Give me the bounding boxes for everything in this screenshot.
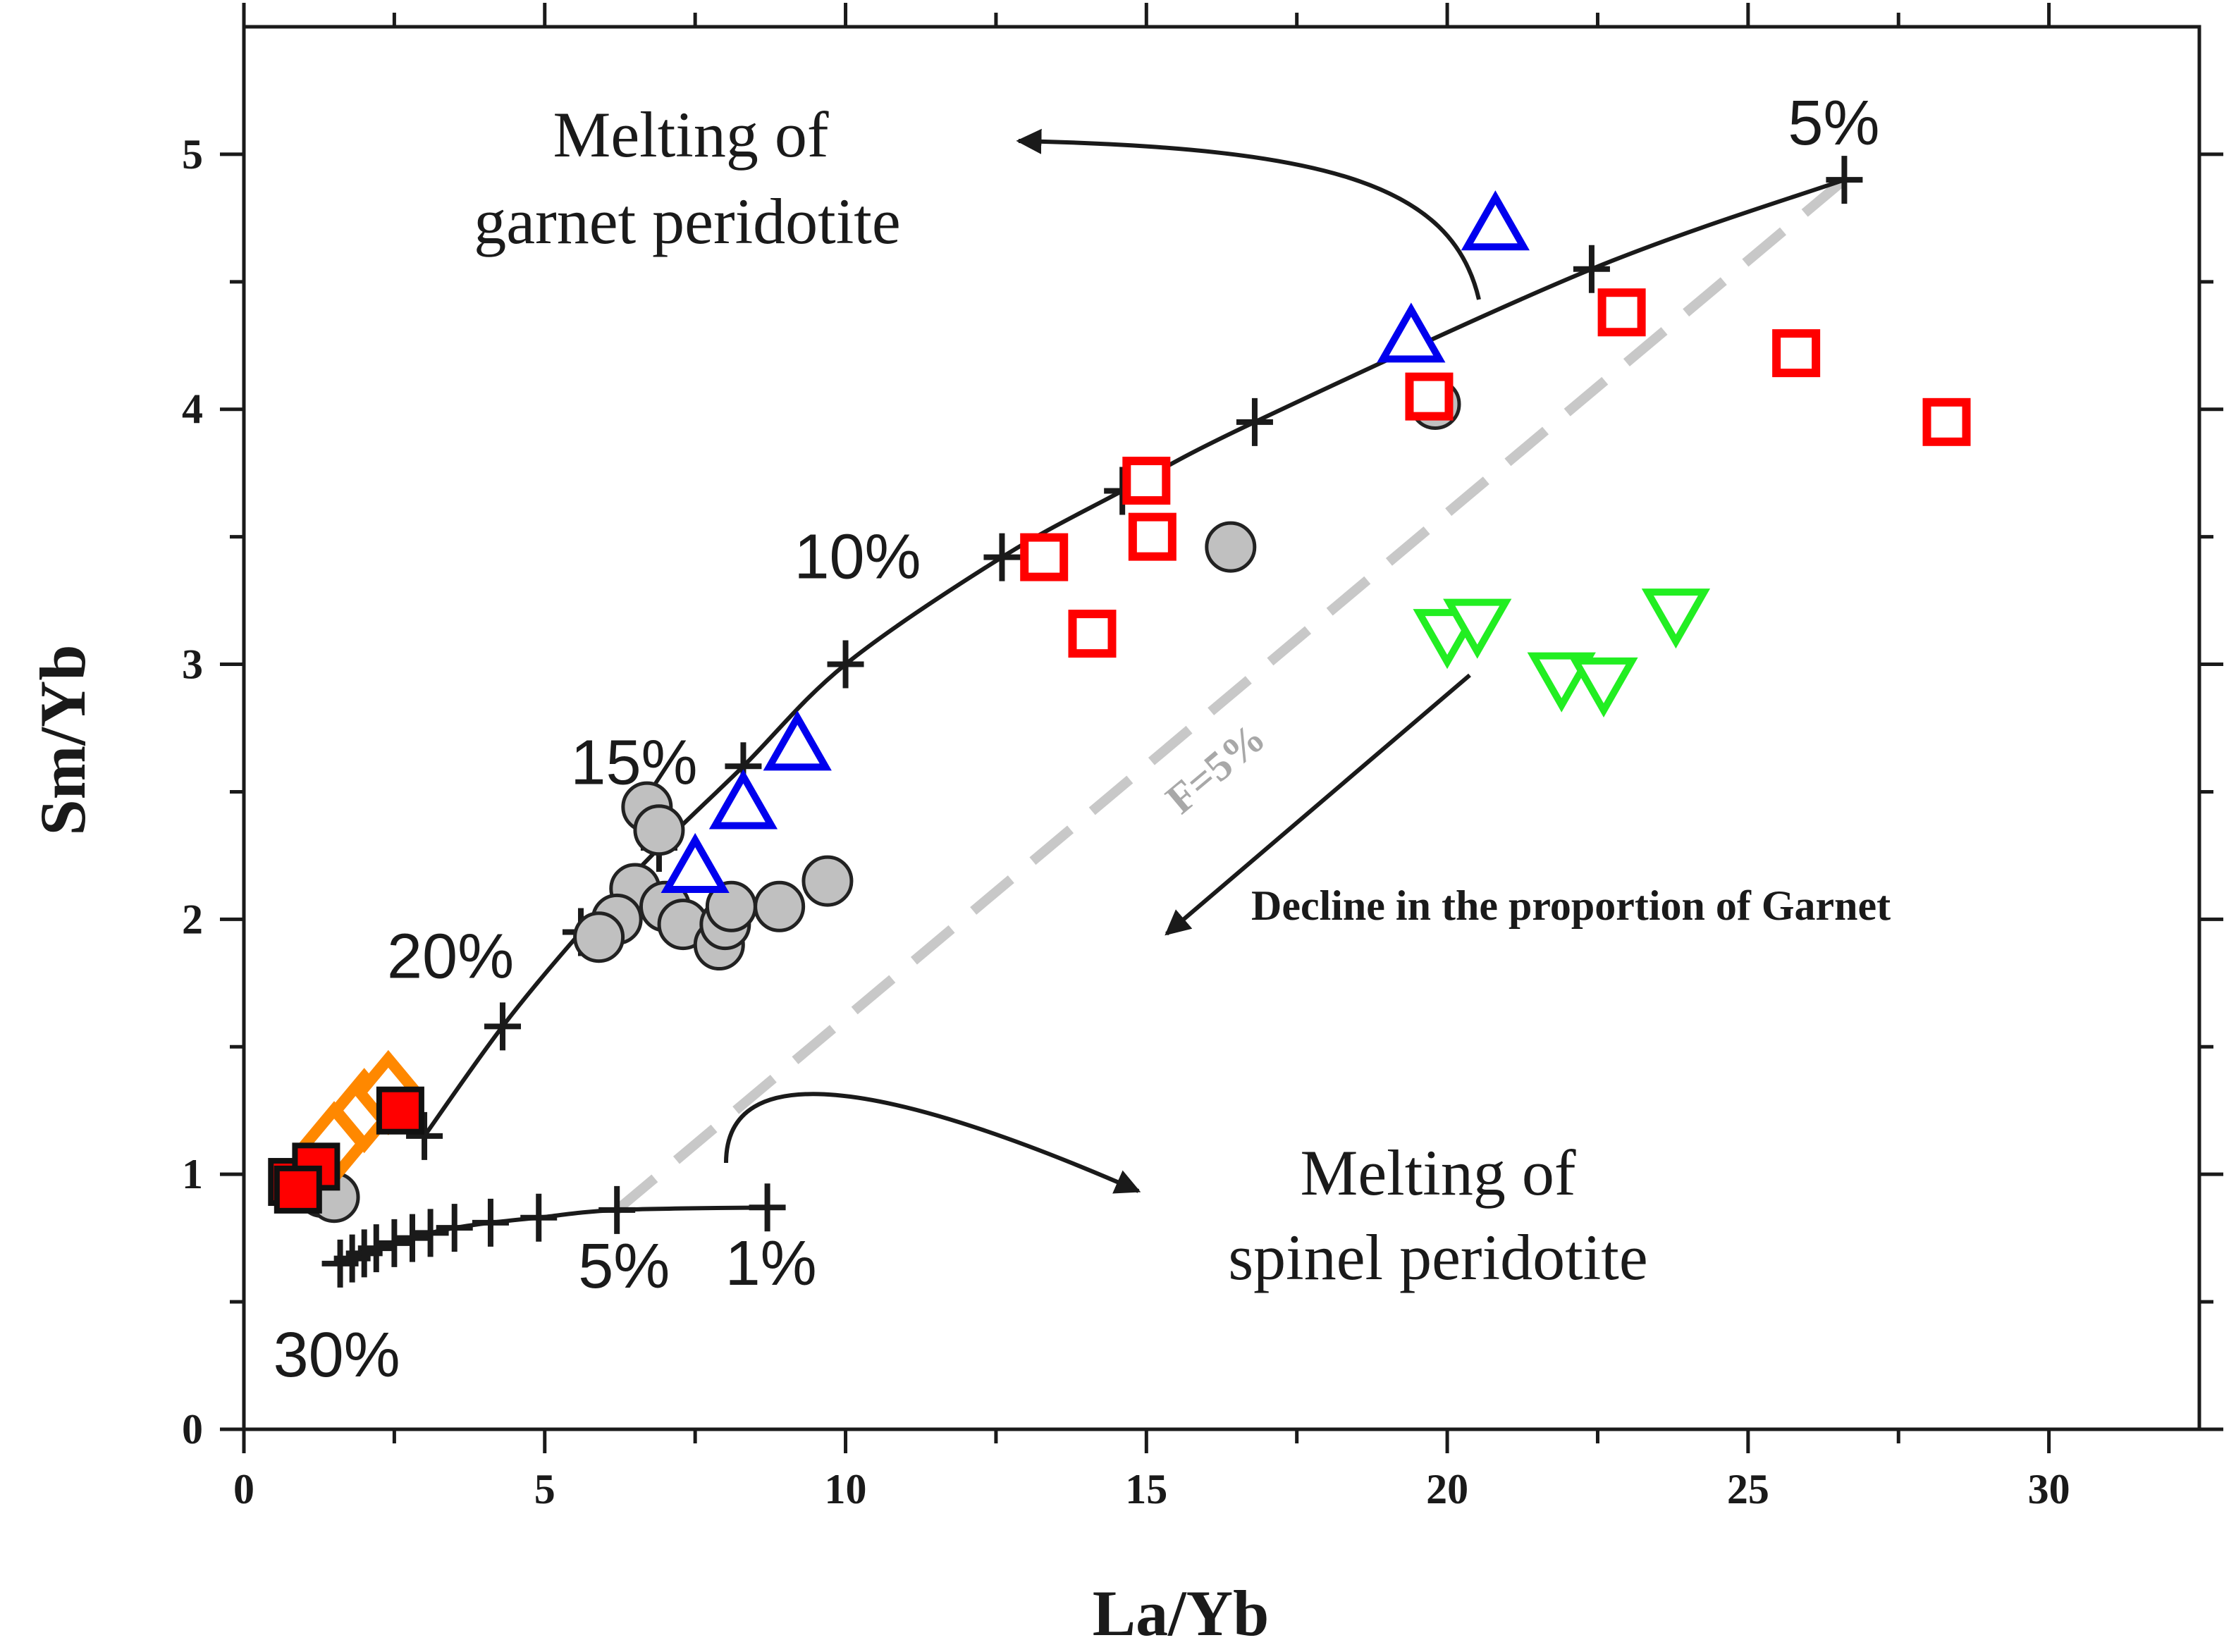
y-tick-label: 4	[182, 386, 203, 433]
melting-curve-point	[321, 1239, 359, 1288]
gray-circle-marker	[573, 911, 625, 963]
red-open-square-marker	[1772, 329, 1821, 378]
melting-percent-label: 1%	[725, 1228, 817, 1299]
y-tick-label: 1	[182, 1151, 203, 1197]
blue-triangle-marker	[1377, 302, 1446, 363]
garnet-annotation-line1: Melting of	[553, 99, 829, 171]
green-triangle-marker	[1641, 588, 1711, 649]
melting-curve-point	[406, 1111, 443, 1160]
x-tick-label: 0	[233, 1466, 254, 1512]
melting-percent-label: 30%	[274, 1320, 400, 1391]
x-tick-label: 30	[2028, 1466, 2070, 1512]
f5-reference-line	[613, 175, 1848, 1214]
garnet-annotation-line2: garnet peridotite	[474, 185, 900, 257]
x-axis-title: La/Yb	[1093, 1577, 1270, 1649]
melting-curve-point	[1573, 245, 1610, 293]
x-tick-label: 25	[1727, 1466, 1769, 1512]
gray-circle-marker	[1205, 521, 1257, 573]
x-tick-label: 5	[534, 1466, 555, 1512]
x-tick-label: 20	[1426, 1466, 1468, 1512]
y-axis-title: Sm/Yb	[27, 645, 99, 836]
data-series	[268, 190, 1971, 1223]
red-open-square-marker	[1597, 288, 1646, 337]
blue-triangle-marker	[763, 710, 832, 771]
spinel-annotation-line1: Melting of	[1301, 1137, 1576, 1209]
melting-percent-label: 5%	[1788, 88, 1879, 159]
melting-percent-label: 20%	[387, 921, 514, 992]
melting-curve-point	[436, 1204, 473, 1252]
spinel-arrow	[724, 1092, 1141, 1194]
x-tick-label: 10	[825, 1466, 867, 1512]
blue-triangle-marker	[661, 832, 730, 893]
melting-curve-point	[983, 533, 1021, 581]
tick-labels: 0 5 10 15 20 25 30 0 1 2 3 4 5	[182, 131, 2070, 1512]
melting-curve-point	[484, 1002, 522, 1051]
plot-area	[242, 25, 2201, 1431]
y-tick-label: 0	[182, 1406, 203, 1453]
red-open-square-marker	[1922, 397, 1971, 446]
y-tick-label: 5	[182, 131, 203, 178]
red-filled-square-marker	[274, 1165, 322, 1214]
melting-curve-point	[472, 1198, 509, 1247]
gray-circle-marker	[801, 855, 854, 907]
melting-curve-point	[393, 1214, 431, 1262]
y-tick-label: 2	[182, 896, 203, 942]
red-filled-square-marker	[376, 1086, 424, 1135]
melting-curves: 5%10%15%20%1%5%30%	[274, 88, 1880, 1391]
x-tick-label: 15	[1125, 1466, 1167, 1512]
red-open-square-marker	[1405, 372, 1454, 421]
blue-triangle-marker	[1461, 190, 1530, 251]
melting-curve-point	[598, 1185, 636, 1234]
melting-curve-point	[749, 1183, 786, 1232]
red-open-square-marker	[1068, 610, 1117, 658]
axis-ticks	[220, 3, 2223, 1453]
melting-curve-point	[1826, 156, 1863, 204]
melting-curve-point	[412, 1209, 449, 1257]
gray-circle-marker	[633, 804, 685, 856]
melting-percent-label: 10%	[794, 522, 921, 593]
y-tick-label: 3	[182, 641, 203, 688]
blue-triangle-marker	[708, 769, 778, 830]
melting-curve-point	[1236, 397, 1273, 446]
green-triangle-marker	[1443, 598, 1512, 659]
garnet-arrow	[1016, 128, 1481, 300]
green-triangle-marker	[1569, 657, 1638, 717]
red-open-square-marker	[1020, 533, 1069, 581]
garnet-decline-annotation: Decline in the proportion of Garnet	[1251, 882, 1891, 929]
gray-circle-marker	[754, 880, 806, 932]
melting-curve-point	[827, 640, 864, 689]
red-open-square-marker	[1128, 512, 1176, 561]
red-open-square-marker	[1122, 457, 1171, 505]
melting-curve-point	[376, 1219, 413, 1267]
melting-percent-label: 5%	[578, 1231, 670, 1302]
garnet-decline-arrow	[1165, 673, 1471, 936]
spinel-annotation-line2: spinel peridotite	[1228, 1221, 1647, 1293]
melting-curve-point	[520, 1193, 558, 1242]
